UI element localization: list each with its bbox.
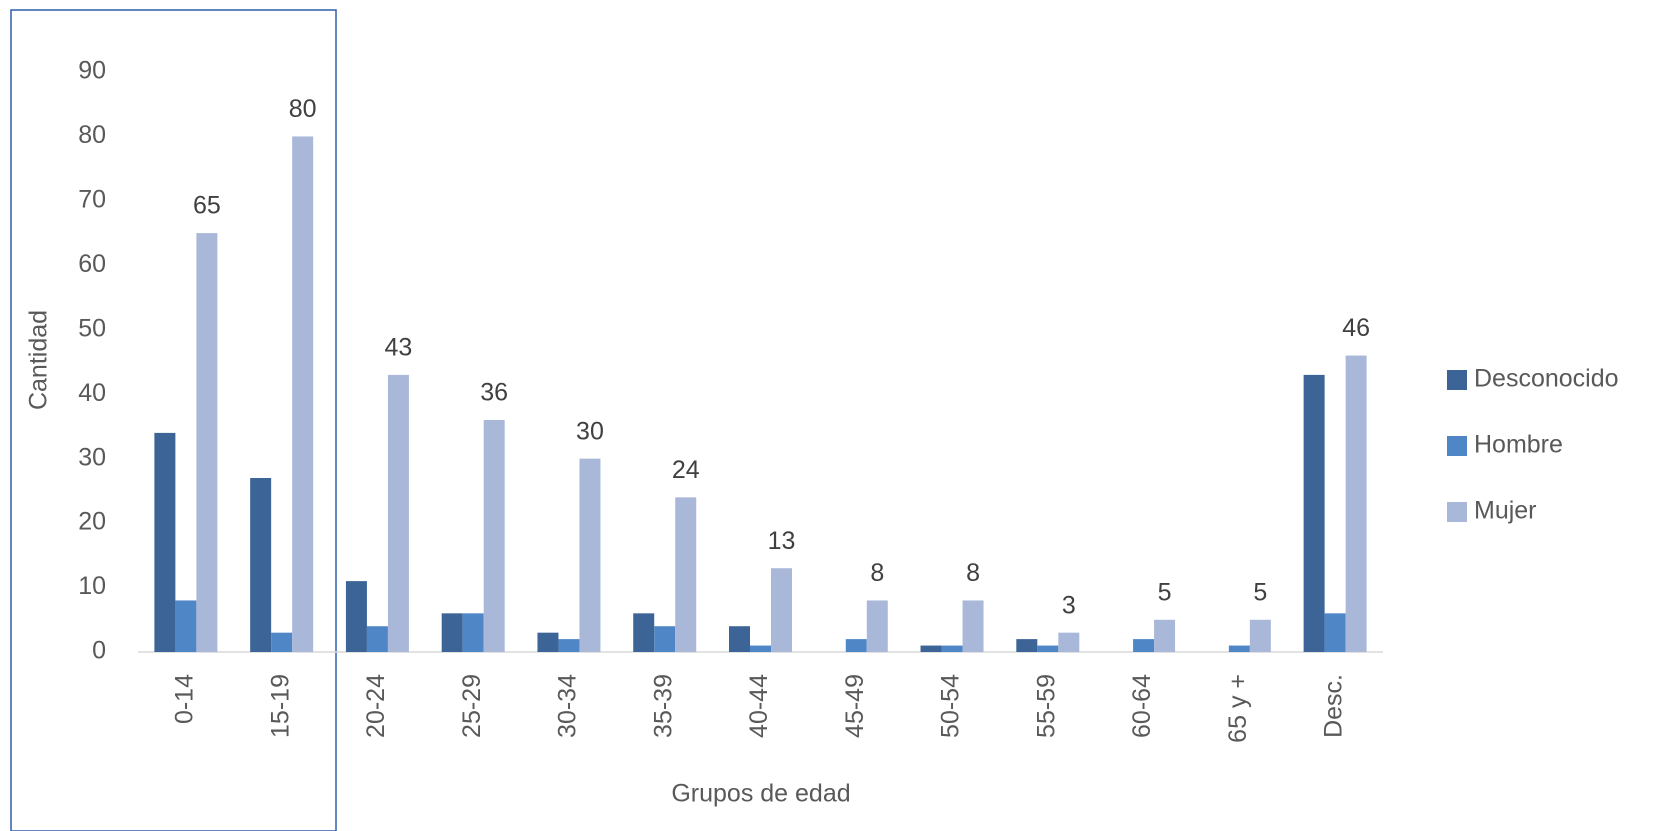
bar <box>729 626 750 652</box>
legend-swatch <box>1447 502 1467 522</box>
bar <box>366 626 388 652</box>
highlight-box <box>10 9 337 831</box>
bar <box>345 581 367 652</box>
x-tick-label: Desc. <box>1320 674 1348 738</box>
bar <box>633 613 655 652</box>
bar <box>387 374 409 652</box>
data-label: 46 <box>1342 314 1370 342</box>
x-tick-label: 30-34 <box>554 674 582 738</box>
bar <box>920 645 942 652</box>
bar <box>654 626 676 652</box>
bar <box>1133 639 1155 652</box>
bar <box>462 613 484 652</box>
bar <box>941 645 963 652</box>
bar <box>1016 639 1038 652</box>
y-axis-title: Cantidad <box>25 310 53 410</box>
data-label: 36 <box>480 379 508 407</box>
bar <box>250 478 272 652</box>
bar <box>441 613 463 652</box>
y-tick-label: 80 <box>78 121 106 149</box>
x-tick-label: 25-29 <box>458 674 486 738</box>
y-tick-label: 60 <box>78 250 106 278</box>
bar <box>558 639 580 652</box>
legend-label: Hombre <box>1474 431 1563 459</box>
x-tick-label: 55-59 <box>1032 674 1060 738</box>
y-tick-label: 90 <box>78 57 106 85</box>
bar <box>771 568 792 652</box>
bar <box>271 632 293 652</box>
x-tick-label: 60-64 <box>1128 674 1156 738</box>
legend-label: Mujer <box>1474 497 1537 525</box>
data-label: 8 <box>870 559 884 587</box>
bar <box>675 497 697 652</box>
x-tick-label: 35-39 <box>649 674 677 738</box>
y-tick-label: 70 <box>78 185 106 213</box>
bar <box>1303 374 1325 652</box>
bar <box>483 420 505 652</box>
legend-label: Desconocido <box>1474 365 1619 393</box>
data-label: 43 <box>385 333 413 361</box>
y-tick-label: 0 <box>92 637 106 665</box>
bar <box>1324 613 1346 652</box>
y-tick-label: 50 <box>78 314 106 342</box>
bar <box>196 233 218 652</box>
x-tick-label: 0-14 <box>170 674 198 724</box>
bar <box>537 632 559 652</box>
bar <box>866 600 888 652</box>
bar <box>1249 619 1271 652</box>
y-tick-label: 30 <box>78 443 106 471</box>
y-tick-label: 20 <box>78 508 106 536</box>
bar <box>1058 632 1080 652</box>
bar <box>962 600 984 652</box>
data-label: 30 <box>576 417 604 445</box>
x-tick-label: 65 y + <box>1224 674 1252 743</box>
data-label: 24 <box>672 456 700 484</box>
data-label: 5 <box>1158 578 1172 606</box>
x-tick-label: 45-49 <box>841 674 869 738</box>
data-label: 80 <box>289 95 317 123</box>
x-tick-label: 40-44 <box>745 674 773 738</box>
data-label: 5 <box>1253 578 1267 606</box>
bar <box>154 432 176 652</box>
bar <box>579 458 601 652</box>
data-label: 13 <box>768 527 796 555</box>
x-tick-label: 15-19 <box>266 674 294 738</box>
y-tick-label: 10 <box>78 572 106 600</box>
legend-swatch <box>1447 436 1467 456</box>
bar <box>1345 355 1367 652</box>
bar <box>1228 645 1250 652</box>
legend-swatch <box>1447 370 1467 390</box>
bar <box>1037 645 1059 652</box>
y-tick-label: 40 <box>78 379 106 407</box>
data-label: 65 <box>193 192 221 220</box>
x-axis-title: Grupos de edad <box>671 780 850 808</box>
x-tick-label: 50-54 <box>937 674 965 738</box>
bar <box>175 600 197 652</box>
data-label: 3 <box>1062 591 1076 619</box>
bar <box>750 645 771 652</box>
data-label: 8 <box>966 559 980 587</box>
bar <box>1154 619 1176 652</box>
bar <box>292 136 314 652</box>
bar <box>845 639 867 652</box>
x-tick-label: 20-24 <box>362 674 390 738</box>
